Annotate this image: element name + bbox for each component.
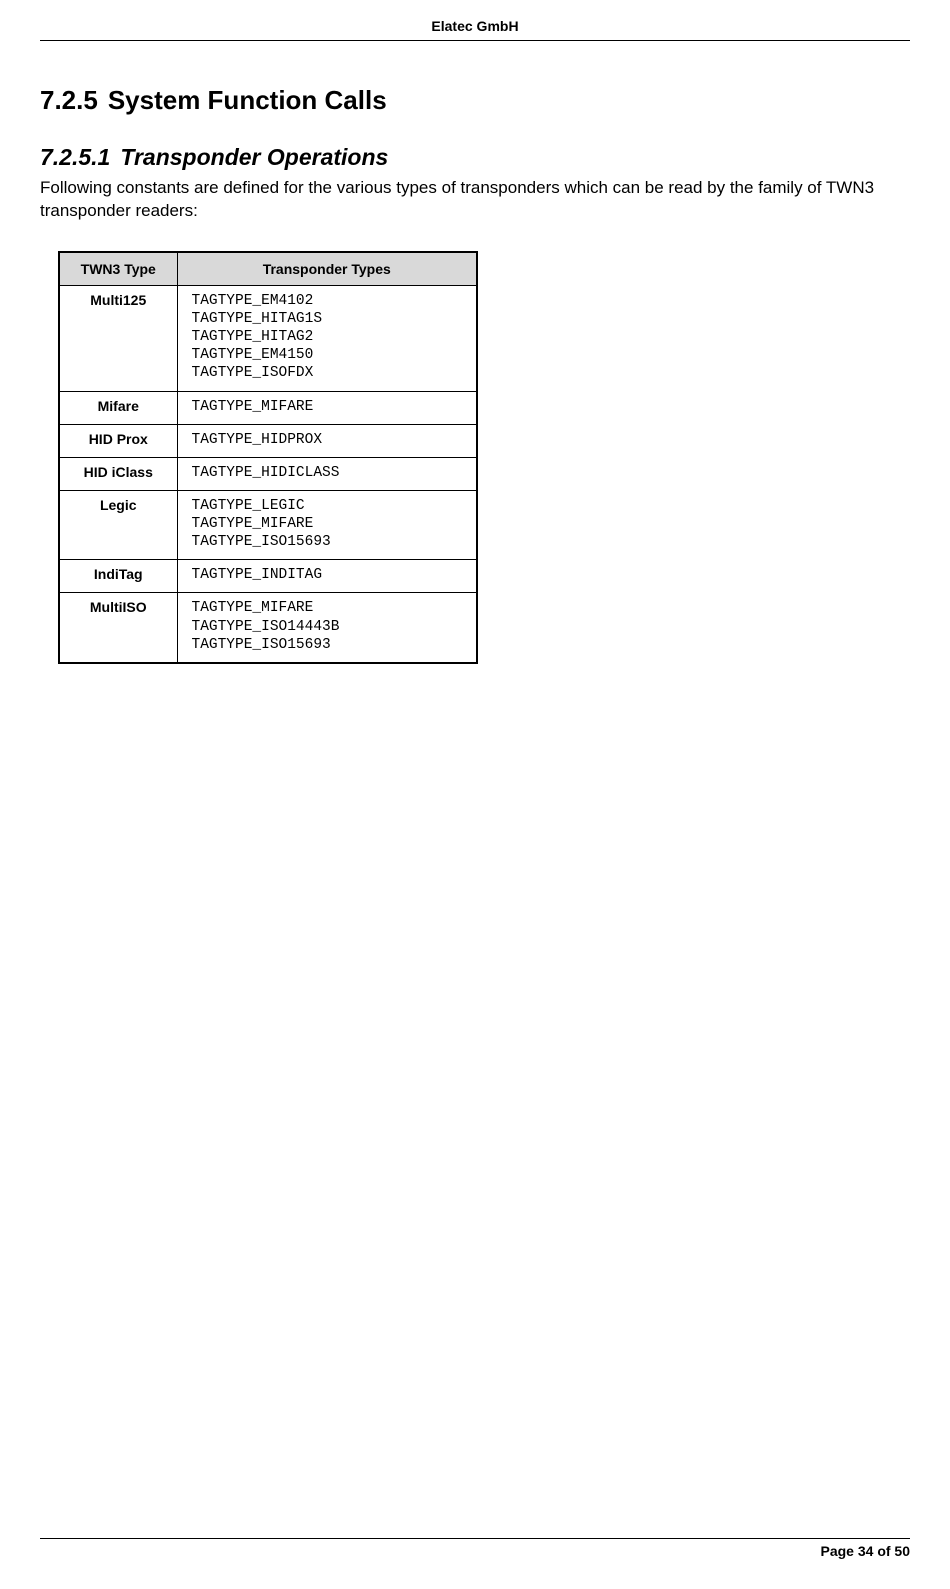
page-header: Elatec GmbH: [40, 18, 910, 41]
subsection-title: Transponder Operations: [120, 144, 388, 170]
transponder-types-cell: TAGTYPE_MIFARE TAGTYPE_ISO14443B TAGTYPE…: [177, 593, 477, 663]
transponder-types-cell: TAGTYPE_EM4102 TAGTYPE_HITAG1S TAGTYPE_H…: [177, 285, 477, 391]
table-row: IndiTagTAGTYPE_INDITAG: [59, 560, 477, 593]
table-row: MifareTAGTYPE_MIFARE: [59, 391, 477, 424]
table-header-transponder-types: Transponder Types: [177, 252, 477, 286]
transponder-types-cell: TAGTYPE_LEGIC TAGTYPE_MIFARE TAGTYPE_ISO…: [177, 490, 477, 559]
table-row: HID ProxTAGTYPE_HIDPROX: [59, 424, 477, 457]
subsection-intro: Following constants are defined for the …: [40, 177, 910, 223]
transponder-types-cell: TAGTYPE_INDITAG: [177, 560, 477, 593]
table-header-row: TWN3 Type Transponder Types: [59, 252, 477, 286]
document-page: Elatec GmbH 7.2.5 System Function Calls 7…: [0, 0, 950, 1589]
transponder-types-cell: TAGTYPE_HIDICLASS: [177, 457, 477, 490]
page-number: Page 34 of 50: [821, 1543, 911, 1559]
transponder-table: TWN3 Type Transponder Types Multi125TAGT…: [58, 251, 478, 664]
table-row: HID iClassTAGTYPE_HIDICLASS: [59, 457, 477, 490]
twn-type-cell: Legic: [59, 490, 177, 559]
transponder-types-cell: TAGTYPE_MIFARE: [177, 391, 477, 424]
page-footer: Page 34 of 50: [40, 1538, 910, 1559]
twn-type-cell: HID iClass: [59, 457, 177, 490]
table-row: MultiISOTAGTYPE_MIFARE TAGTYPE_ISO14443B…: [59, 593, 477, 663]
company-name: Elatec GmbH: [431, 18, 518, 34]
transponder-types-cell: TAGTYPE_HIDPROX: [177, 424, 477, 457]
table-header-twn-type: TWN3 Type: [59, 252, 177, 286]
section-heading: 7.2.5 System Function Calls: [40, 85, 910, 116]
subsection-number: 7.2.5.1: [40, 144, 110, 170]
section-title: System Function Calls: [108, 85, 387, 115]
table-row: Multi125TAGTYPE_EM4102 TAGTYPE_HITAG1S T…: [59, 285, 477, 391]
twn-type-cell: Multi125: [59, 285, 177, 391]
twn-type-cell: MultiISO: [59, 593, 177, 663]
subsection-heading: 7.2.5.1 Transponder Operations: [40, 144, 910, 171]
twn-type-cell: Mifare: [59, 391, 177, 424]
table-row: LegicTAGTYPE_LEGIC TAGTYPE_MIFARE TAGTYP…: [59, 490, 477, 559]
twn-type-cell: IndiTag: [59, 560, 177, 593]
twn-type-cell: HID Prox: [59, 424, 177, 457]
section-number: 7.2.5: [40, 85, 98, 115]
